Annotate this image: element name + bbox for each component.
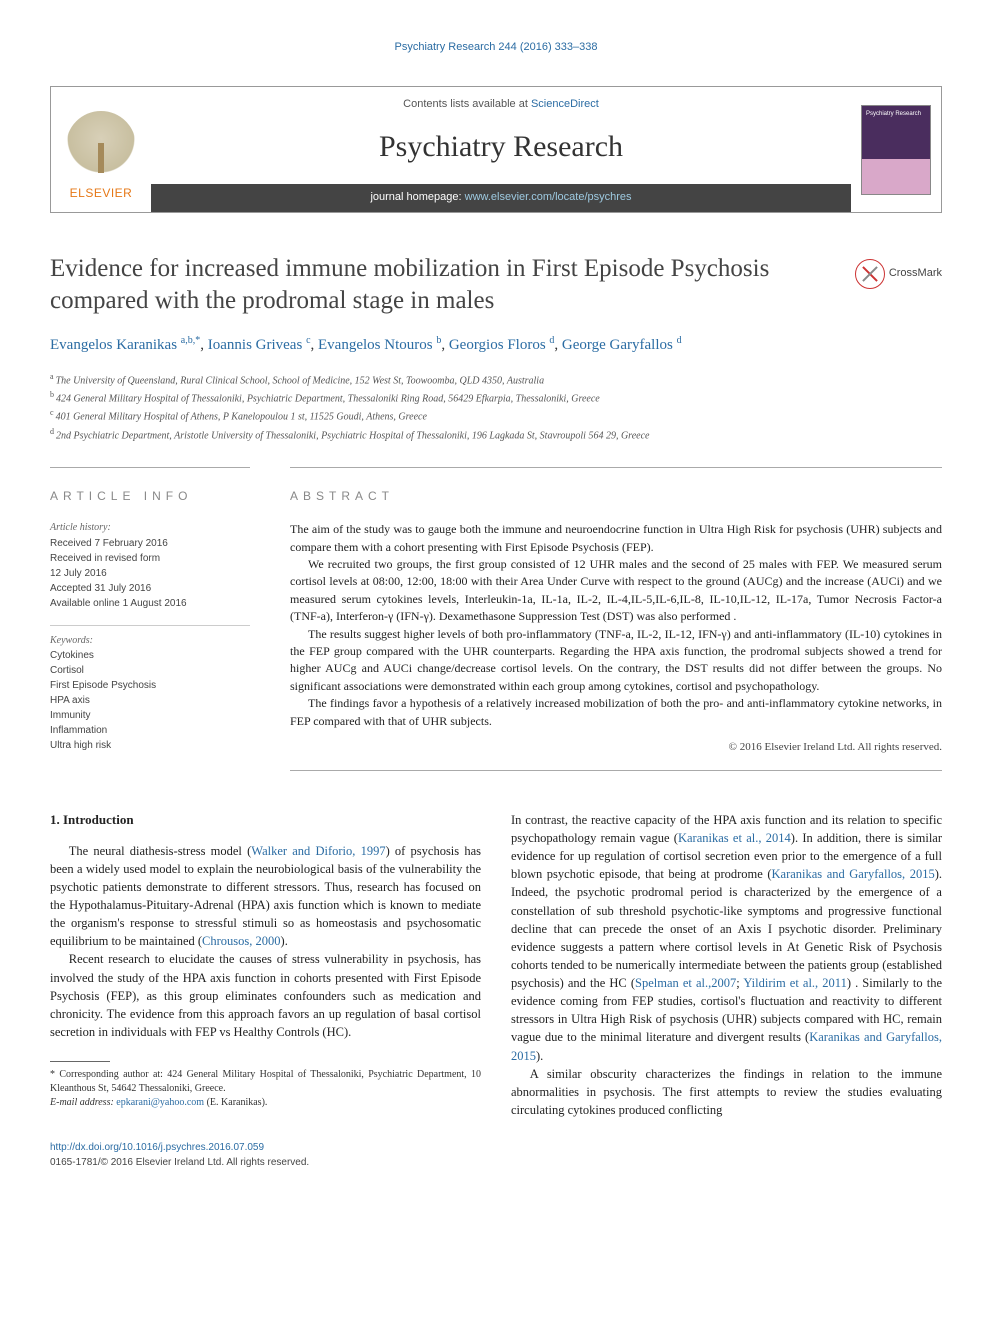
body-paragraph: The neural diathesis-stress model (Walke… (50, 842, 481, 951)
keywords-body: Cytokines Cortisol First Episode Psychos… (50, 648, 250, 753)
email-link[interactable]: epkarani@yahoo.com (116, 1097, 204, 1108)
citation-link[interactable]: Chrousos, 2000 (202, 934, 280, 948)
journal-header: ELSEVIER Contents lists available at Sci… (50, 86, 942, 213)
running-head: Psychiatry Research 244 (2016) 333–338 (50, 40, 942, 56)
affiliation: d2nd Psychiatric Department, Aristotle U… (50, 426, 942, 444)
keywords-label: Keywords: (50, 625, 250, 649)
article-info-heading: ARTICLE INFO (50, 488, 250, 505)
doi-block: http://dx.doi.org/10.1016/j.psychres.201… (50, 1141, 942, 1170)
body-paragraph: In contrast, the reactive capacity of th… (511, 811, 942, 1065)
citation-link[interactable]: Karanikas et al., 2014 (678, 831, 791, 845)
author-link[interactable]: Ioannis Griveas (208, 337, 303, 353)
citation-link[interactable]: Karanikas and Garyfallos, 2015 (772, 867, 935, 881)
affiliation: c401 General Military Hospital of Athens… (50, 407, 942, 425)
author-link[interactable]: Evangelos Karanikas (50, 337, 177, 353)
affiliation: aThe University of Queensland, Rural Cli… (50, 371, 942, 389)
journal-cover-thumb: Psychiatry Research (851, 87, 941, 212)
contents-lists-line: Contents lists available at ScienceDirec… (151, 97, 851, 113)
abstract-heading: ABSTRACT (290, 488, 942, 505)
article-body: 1. Introduction The neural diathesis-str… (50, 811, 942, 1119)
crossmark-badge[interactable]: CrossMark (855, 259, 942, 289)
authors: Evangelos Karanikas a,b,*, Ioannis Grive… (50, 334, 942, 357)
elsevier-logo: ELSEVIER (51, 87, 151, 212)
sciencedirect-link[interactable]: ScienceDirect (531, 98, 599, 110)
homepage-bar: journal homepage: www.elsevier.com/locat… (151, 184, 851, 212)
citation-link[interactable]: Spelman et al.,2007 (635, 976, 736, 990)
body-paragraph: Recent research to elucidate the causes … (50, 950, 481, 1041)
doi-link[interactable]: http://dx.doi.org/10.1016/j.psychres.201… (50, 1142, 264, 1153)
section-heading: 1. Introduction (50, 811, 481, 830)
running-head-link[interactable]: Psychiatry Research 244 (2016) 333–338 (394, 41, 597, 53)
crossmark-icon (855, 259, 885, 289)
email-line: E-mail address: epkarani@yahoo.com (E. K… (50, 1096, 481, 1110)
elsevier-tree-icon (66, 111, 136, 181)
affiliation: b424 General Military Hospital of Thessa… (50, 389, 942, 407)
author-link[interactable]: Evangelos Ntouros (318, 337, 433, 353)
crossmark-label: CrossMark (889, 266, 942, 282)
issn-copyright: 0165-1781/© 2016 Elsevier Ireland Ltd. A… (50, 1157, 309, 1168)
corresponding-author: * Corresponding author at: 424 General M… (50, 1068, 481, 1096)
history-body: Received 7 February 2016 Received in rev… (50, 536, 250, 611)
affiliations: aThe University of Queensland, Rural Cli… (50, 371, 942, 444)
journal-name: Psychiatry Research (151, 125, 851, 169)
abstract-body: The aim of the study was to gauge both t… (290, 521, 942, 730)
abstract-copyright: © 2016 Elsevier Ireland Ltd. All rights … (290, 740, 942, 756)
journal-homepage-link[interactable]: www.elsevier.com/locate/psychres (465, 191, 632, 203)
elsevier-label: ELSEVIER (59, 185, 143, 202)
abstract-column: ABSTRACT The aim of the study was to gau… (290, 467, 942, 771)
author-link[interactable]: George Garyfallos (562, 337, 673, 353)
author-link[interactable]: Georgios Floros (449, 337, 546, 353)
footnote-rule (50, 1061, 110, 1062)
footnotes: * Corresponding author at: 424 General M… (50, 1068, 481, 1110)
article-info-column: ARTICLE INFO Article history: Received 7… (50, 467, 250, 771)
article-title: Evidence for increased immune mobilizati… (50, 253, 835, 316)
history-label: Article history: (50, 521, 250, 536)
body-paragraph: A similar obscurity characterizes the fi… (511, 1065, 942, 1119)
journal-cover-image: Psychiatry Research (861, 105, 931, 195)
abstract-rule (290, 770, 942, 771)
citation-link[interactable]: Yildirim et al., 2011 (743, 976, 846, 990)
citation-link[interactable]: Walker and Diforio, 1997 (251, 844, 385, 858)
